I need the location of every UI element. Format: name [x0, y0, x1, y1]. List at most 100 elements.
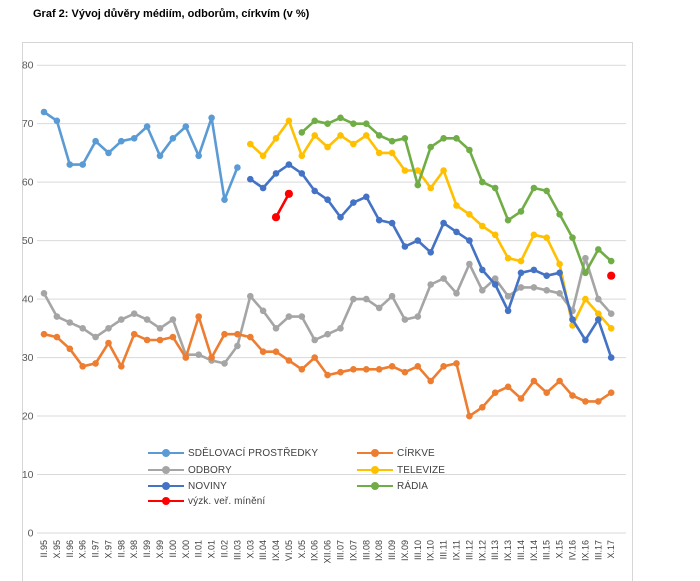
x-tick-label: XII.06: [323, 540, 333, 564]
data-point: [466, 260, 473, 268]
x-tick-label: II.01: [194, 540, 204, 558]
data-point: [130, 330, 138, 338]
data-point: [582, 254, 589, 262]
y-tick-label: 70: [22, 118, 34, 130]
data-point: [182, 354, 190, 361]
data-point: [53, 117, 61, 125]
data-point: [247, 175, 254, 183]
x-tick-label: II.97: [91, 540, 101, 558]
data-point: [259, 184, 267, 192]
data-point: [195, 313, 202, 320]
data-point: [491, 231, 499, 239]
data-point: [414, 181, 422, 189]
x-tick-label: II.98: [116, 540, 126, 558]
data-point: [130, 135, 138, 142]
data-point: [79, 363, 86, 370]
data-point: [466, 237, 473, 244]
series-noviny: [247, 161, 615, 361]
data-point: [375, 216, 383, 224]
data-point: [40, 330, 48, 338]
data-point: [479, 178, 486, 186]
data-point: [453, 360, 460, 367]
data-point: [298, 129, 306, 136]
data-point: [66, 161, 74, 168]
y-tick-label: 40: [22, 294, 34, 306]
data-point: [92, 360, 99, 367]
data-point: [401, 167, 409, 174]
data-point: [272, 135, 280, 142]
x-tick-label: IX.16: [580, 540, 590, 561]
data-point: [466, 146, 473, 154]
data-point: [556, 377, 563, 385]
data-point: [311, 336, 319, 344]
data-point: [582, 336, 589, 344]
data-point: [388, 137, 396, 145]
data-point: [208, 354, 215, 361]
x-tick-label: III.11: [439, 540, 449, 559]
data-point: [285, 117, 293, 125]
data-point: [414, 363, 422, 370]
data-point: [105, 149, 112, 157]
data-point: [285, 313, 293, 320]
data-point: [479, 222, 486, 230]
y-tick-label: 80: [22, 60, 34, 72]
data-point: [607, 257, 615, 265]
data-point: [607, 354, 615, 361]
data-point: [440, 219, 447, 227]
data-point: [118, 137, 125, 145]
data-point: [466, 412, 473, 420]
data-point: [427, 184, 435, 192]
data-point: [363, 120, 370, 127]
data-point: [118, 363, 125, 370]
data-point: [530, 231, 538, 239]
data-point: [363, 132, 370, 139]
data-point: [388, 363, 396, 370]
data-point: [221, 360, 228, 367]
y-tick-label: 20: [22, 411, 34, 423]
data-point: [143, 336, 151, 344]
y-axis-labels: 0 10 20 30 40 50 60 70 80: [22, 60, 34, 540]
data-point: [156, 152, 164, 160]
data-point: [466, 211, 473, 218]
data-point: [595, 295, 602, 303]
data-point: [92, 333, 99, 341]
data-point: [401, 243, 409, 250]
data-point: [53, 333, 61, 341]
series-line: [42, 110, 239, 201]
data-point: [595, 246, 602, 253]
x-tick-label: VI.05: [284, 540, 294, 561]
y-tick-label: 30: [22, 352, 34, 364]
data-point: [401, 316, 409, 323]
data-point: [247, 292, 254, 300]
x-tick-label: IV.16: [568, 540, 578, 560]
x-tick-label: IX.12: [477, 540, 487, 561]
data-point: [401, 368, 409, 376]
data-point: [375, 149, 383, 157]
data-point: [130, 310, 138, 318]
x-tick-label: X.01: [207, 540, 217, 559]
x-tick-label: II.02: [219, 540, 229, 558]
data-point: [543, 272, 550, 280]
data-point: [105, 339, 112, 347]
data-point: [414, 167, 422, 174]
data-point: [324, 143, 331, 151]
x-tick-label: X.05: [297, 540, 307, 559]
data-point: [504, 292, 512, 300]
data-point: [118, 316, 125, 323]
x-tick-label: X.96: [78, 540, 88, 559]
data-point: [530, 377, 538, 385]
data-point: [517, 269, 525, 277]
data-point: [491, 184, 499, 192]
data-point: [479, 404, 486, 411]
data-point: [195, 152, 202, 160]
data-point: [337, 114, 344, 122]
data-point: [556, 290, 563, 297]
data-point: [530, 266, 538, 274]
series-radia: [298, 114, 615, 277]
data-point: [388, 219, 396, 227]
data-point: [556, 260, 563, 268]
data-point: [169, 333, 177, 341]
data-point: [517, 208, 525, 215]
data-point: [272, 325, 280, 332]
data-point: [582, 269, 589, 277]
